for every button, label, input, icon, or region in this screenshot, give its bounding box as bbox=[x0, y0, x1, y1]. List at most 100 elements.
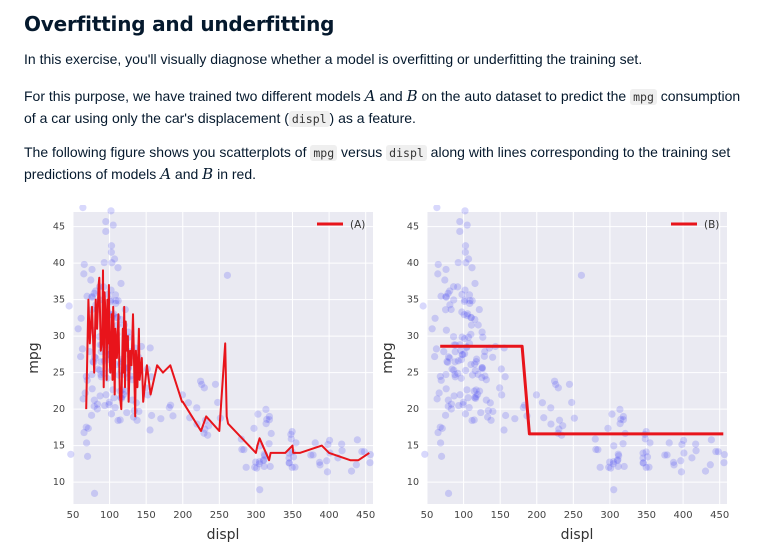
scatter-point bbox=[460, 335, 469, 343]
scatter-point bbox=[464, 394, 472, 402]
scatter-point bbox=[444, 402, 452, 410]
y-tick-label: 15 bbox=[407, 441, 419, 452]
scatter-point bbox=[288, 427, 296, 436]
scatter-point bbox=[265, 416, 274, 424]
scatter-point bbox=[438, 424, 446, 432]
scatter-point bbox=[447, 305, 455, 314]
scatter-point bbox=[670, 461, 678, 469]
scatter-point bbox=[465, 291, 474, 299]
scatter-point bbox=[135, 407, 143, 416]
scatter-point bbox=[223, 271, 232, 279]
scatter-point bbox=[565, 380, 574, 388]
scatter-point bbox=[461, 286, 469, 294]
scatter-point bbox=[645, 463, 653, 471]
scatter-point bbox=[193, 404, 201, 412]
scatter-point bbox=[79, 205, 87, 212]
scatter-point bbox=[266, 462, 274, 471]
scatter-point bbox=[472, 386, 480, 394]
scatter-point bbox=[502, 411, 510, 420]
scatter-point bbox=[594, 446, 602, 454]
scatter-point bbox=[169, 412, 177, 420]
scatter-point bbox=[157, 415, 165, 423]
scatter-point bbox=[619, 440, 627, 448]
scatter-point bbox=[96, 366, 104, 374]
scatter-point bbox=[472, 393, 480, 401]
scatter-point bbox=[117, 279, 125, 288]
scatter-point bbox=[605, 463, 613, 471]
scatter-point bbox=[609, 460, 617, 468]
text-run: ) as a feature. bbox=[329, 110, 416, 126]
model-b-symbol: B bbox=[202, 165, 214, 183]
scatter-point bbox=[454, 283, 462, 291]
scatter-point bbox=[720, 459, 728, 467]
scatter-point bbox=[324, 440, 332, 449]
scatter-point bbox=[511, 415, 519, 423]
x-tick-label: 200 bbox=[173, 510, 192, 521]
scatter-point bbox=[111, 403, 119, 412]
scatter-point bbox=[133, 416, 141, 424]
scatter-point bbox=[615, 452, 623, 460]
scatter-point bbox=[214, 398, 222, 407]
scatter-point bbox=[444, 358, 452, 366]
scatter-point bbox=[110, 255, 119, 263]
x-tick-label: 300 bbox=[246, 510, 265, 521]
scatter-point bbox=[436, 439, 445, 447]
scatter-point bbox=[323, 468, 332, 476]
scatter-point bbox=[616, 420, 624, 428]
scatter-point bbox=[456, 391, 464, 399]
scatter-point bbox=[435, 389, 443, 397]
x-tick-label: 350 bbox=[283, 510, 302, 521]
scatter-point bbox=[471, 360, 479, 368]
scatter-point bbox=[434, 428, 442, 437]
scatter-point bbox=[568, 398, 576, 407]
scatter-point bbox=[496, 384, 504, 392]
scatter-point bbox=[165, 403, 173, 412]
scatter-point bbox=[80, 428, 88, 437]
scatter-point bbox=[616, 405, 624, 414]
scatter-point bbox=[105, 398, 113, 406]
scatter-point bbox=[267, 429, 275, 438]
scatter-point bbox=[701, 467, 710, 475]
scatter-point bbox=[146, 344, 154, 352]
x-tick-label: 50 bbox=[421, 510, 434, 521]
scatter-point bbox=[547, 420, 555, 428]
scatter-point bbox=[291, 463, 299, 471]
scatter-point bbox=[500, 426, 508, 434]
scatter-point bbox=[613, 456, 622, 465]
scatter-point bbox=[456, 227, 464, 236]
scatter-point bbox=[478, 364, 486, 372]
text-run: consumption of a car using only the car'… bbox=[24, 88, 741, 126]
scatter-point bbox=[639, 449, 647, 457]
scatter-point bbox=[102, 391, 110, 399]
scatter-point bbox=[419, 302, 427, 310]
scatter-point bbox=[428, 325, 436, 333]
scatter-point bbox=[519, 403, 527, 412]
scatter-point bbox=[442, 265, 450, 274]
x-tick-label: 100 bbox=[454, 510, 473, 521]
scatter-point bbox=[486, 399, 494, 407]
scatter-point bbox=[559, 422, 567, 430]
scatter-point bbox=[478, 373, 486, 382]
scatter-figure: 50 100 150 200 250 300 350 400 450 10 15 20 25 30 35 40… bbox=[26, 205, 729, 543]
y-tick-label: 30 bbox=[53, 331, 65, 342]
scatter-point bbox=[462, 259, 470, 267]
scatter-point bbox=[200, 384, 208, 392]
scatter-point bbox=[712, 447, 720, 456]
scatter-point bbox=[446, 301, 454, 309]
scatter-point bbox=[688, 454, 696, 462]
text-run: For this purpose, we have trained two di… bbox=[24, 88, 365, 104]
scatter-point bbox=[454, 258, 462, 267]
scatter-point bbox=[262, 420, 270, 428]
scatter-point bbox=[643, 453, 652, 461]
scatter-point bbox=[461, 410, 470, 418]
x-tick-label: 450 bbox=[710, 510, 729, 521]
scatter-point bbox=[466, 297, 474, 305]
model-a-symbol: A bbox=[364, 87, 376, 105]
scatter-point bbox=[591, 435, 599, 443]
scatter-point bbox=[610, 442, 618, 450]
scatter-point bbox=[484, 413, 492, 421]
scatter-point bbox=[692, 440, 700, 448]
scatter-point bbox=[464, 255, 473, 263]
scatter-point bbox=[289, 453, 298, 461]
y-tick-label: 15 bbox=[53, 441, 65, 452]
